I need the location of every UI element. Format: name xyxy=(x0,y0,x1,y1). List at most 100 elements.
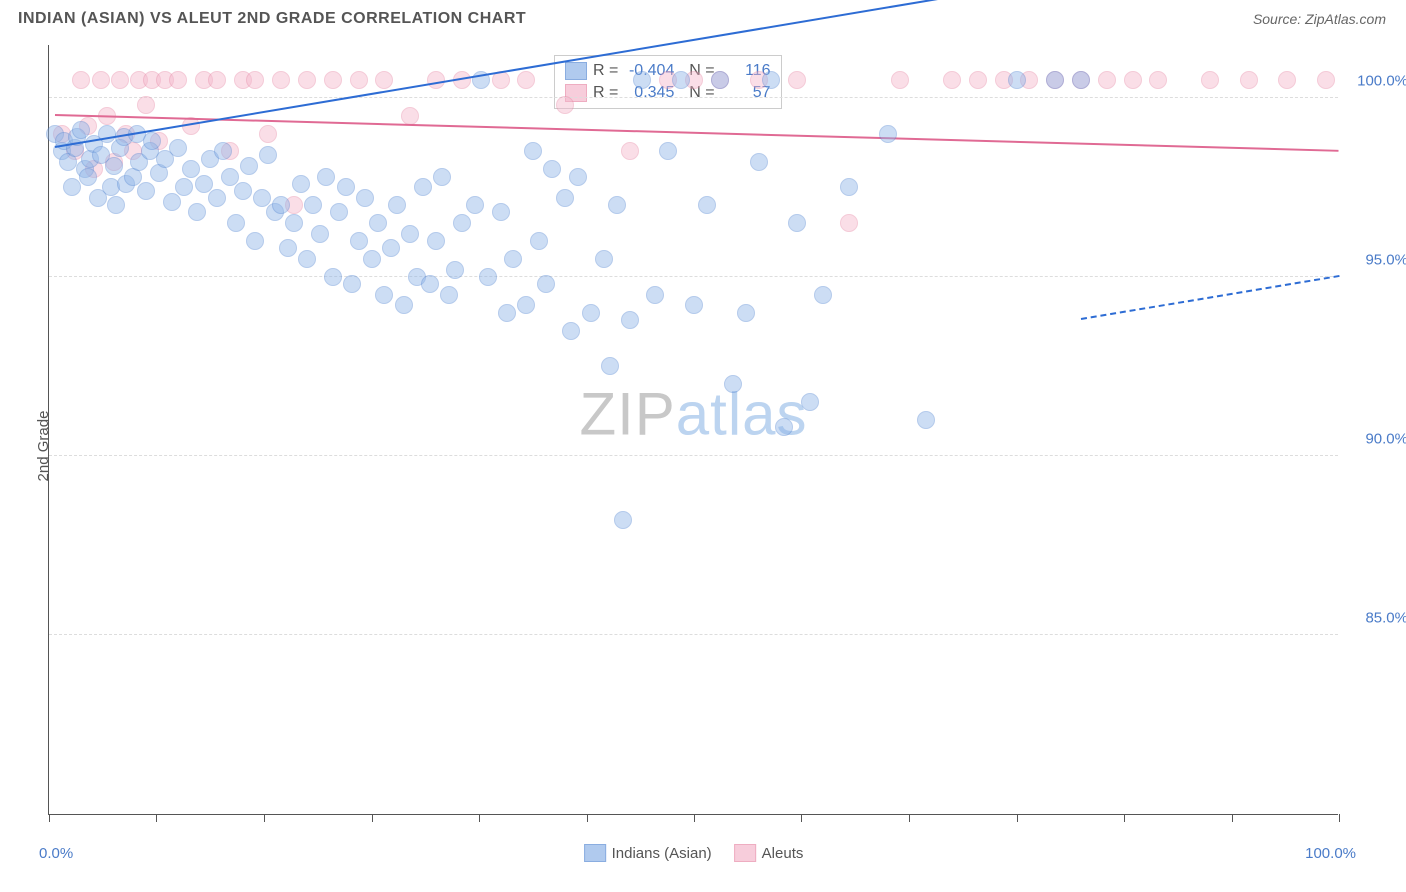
scatter-point xyxy=(317,168,335,186)
scatter-point xyxy=(1124,71,1142,89)
scatter-point xyxy=(633,71,651,89)
scatter-point xyxy=(711,71,729,89)
scatter-point xyxy=(530,232,548,250)
x-tick xyxy=(1339,814,1340,822)
scatter-point xyxy=(582,304,600,322)
scatter-point xyxy=(569,168,587,186)
scatter-point xyxy=(401,225,419,243)
scatter-point xyxy=(324,268,342,286)
scatter-point xyxy=(182,117,200,135)
scatter-point xyxy=(917,411,935,429)
scatter-point xyxy=(517,71,535,89)
scatter-point xyxy=(601,357,619,375)
scatter-point xyxy=(234,182,252,200)
scatter-point xyxy=(414,178,432,196)
x-tick xyxy=(479,814,480,822)
scatter-point xyxy=(492,203,510,221)
scatter-point xyxy=(137,96,155,114)
x-tick-min: 0.0% xyxy=(39,845,73,862)
scatter-point xyxy=(72,71,90,89)
scatter-point xyxy=(724,375,742,393)
gridline xyxy=(49,276,1338,277)
scatter-point xyxy=(504,250,522,268)
scatter-point xyxy=(1072,71,1090,89)
gridline xyxy=(49,455,1338,456)
source-label: Source: ZipAtlas.com xyxy=(1253,11,1386,27)
scatter-point xyxy=(107,196,125,214)
scatter-point xyxy=(943,71,961,89)
scatter-point xyxy=(891,71,909,89)
scatter-point xyxy=(363,250,381,268)
scatter-point xyxy=(646,286,664,304)
legend: Indians (Asian) Aleuts xyxy=(584,844,804,862)
scatter-point xyxy=(672,71,690,89)
y-tick-label: 100.0% xyxy=(1357,72,1406,89)
scatter-point xyxy=(775,418,793,436)
scatter-point xyxy=(1317,71,1335,89)
scatter-point xyxy=(272,71,290,89)
legend-item-aleuts: Aleuts xyxy=(734,844,804,862)
scatter-point xyxy=(879,125,897,143)
scatter-point xyxy=(63,178,81,196)
scatter-point xyxy=(614,511,632,529)
scatter-point xyxy=(595,250,613,268)
scatter-point xyxy=(524,142,542,160)
trend-line xyxy=(55,114,1339,152)
scatter-point xyxy=(840,214,858,232)
scatter-point xyxy=(208,71,226,89)
scatter-point xyxy=(543,160,561,178)
scatter-point xyxy=(1201,71,1219,89)
scatter-point xyxy=(401,107,419,125)
scatter-point xyxy=(1149,71,1167,89)
scatter-point xyxy=(188,203,206,221)
scatter-point xyxy=(330,203,348,221)
scatter-point xyxy=(517,296,535,314)
legend-swatch-aleuts xyxy=(734,844,756,862)
scatter-point xyxy=(556,189,574,207)
scatter-point xyxy=(421,275,439,293)
scatter-point xyxy=(762,71,780,89)
x-tick xyxy=(156,814,157,822)
scatter-point xyxy=(750,153,768,171)
scatter-point xyxy=(562,322,580,340)
scatter-point xyxy=(388,196,406,214)
scatter-point xyxy=(279,239,297,257)
scatter-point xyxy=(1098,71,1116,89)
scatter-point xyxy=(621,142,639,160)
scatter-point xyxy=(737,304,755,322)
scatter-point xyxy=(111,71,129,89)
scatter-chart: ZIPatlas R = -0.404 N = 116 R = 0.345 N … xyxy=(48,45,1338,815)
x-tick xyxy=(1124,814,1125,822)
watermark: ZIPatlas xyxy=(579,380,807,449)
trend-line xyxy=(1081,275,1339,320)
scatter-point xyxy=(143,132,161,150)
x-tick xyxy=(372,814,373,822)
x-tick-max: 100.0% xyxy=(1305,845,1356,862)
scatter-point xyxy=(246,232,264,250)
scatter-point xyxy=(446,261,464,279)
scatter-point xyxy=(1278,71,1296,89)
legend-swatch-indians xyxy=(584,844,606,862)
scatter-point xyxy=(246,71,264,89)
scatter-point xyxy=(175,178,193,196)
scatter-point xyxy=(427,232,445,250)
scatter-point xyxy=(304,196,322,214)
scatter-point xyxy=(840,178,858,196)
scatter-point xyxy=(105,157,123,175)
scatter-point xyxy=(608,196,626,214)
x-tick xyxy=(264,814,265,822)
x-tick xyxy=(587,814,588,822)
scatter-point xyxy=(788,71,806,89)
scatter-point xyxy=(343,275,361,293)
scatter-point xyxy=(440,286,458,304)
scatter-point xyxy=(698,196,716,214)
scatter-point xyxy=(453,214,471,232)
swatch-indians xyxy=(565,62,587,80)
scatter-point xyxy=(227,214,245,232)
scatter-point xyxy=(79,168,97,186)
scatter-point xyxy=(498,304,516,322)
scatter-point xyxy=(350,71,368,89)
x-tick xyxy=(801,814,802,822)
scatter-point xyxy=(324,71,342,89)
scatter-point xyxy=(1046,71,1064,89)
